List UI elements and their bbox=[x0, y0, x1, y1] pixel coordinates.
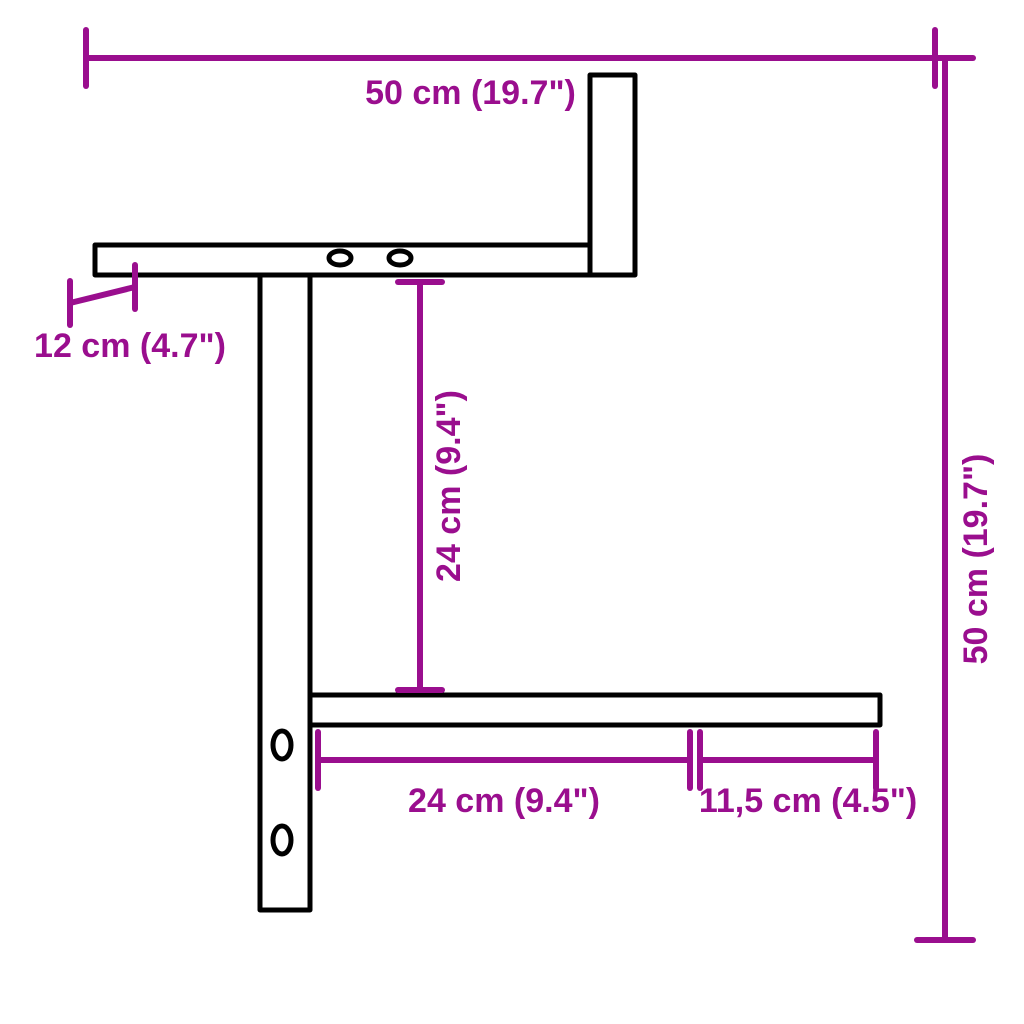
dim-depth-label: 12 cm (4.7") bbox=[34, 327, 226, 365]
mounting-hole-2 bbox=[329, 251, 351, 265]
dim-bottom-right bbox=[700, 732, 876, 788]
dim-inner-height-label: 24 cm (9.4") bbox=[430, 390, 468, 582]
mounting-hole-0 bbox=[273, 731, 291, 759]
dim-right-height-label: 50 cm (19.7") bbox=[957, 454, 995, 665]
dim-bottom-mid bbox=[318, 732, 690, 788]
dim-bottom-right-label: 11,5 cm (4.5") bbox=[699, 782, 917, 820]
mounting-hole-1 bbox=[273, 826, 291, 854]
mounting-hole-3 bbox=[389, 251, 411, 265]
dim-bottom-mid-label: 24 cm (9.4") bbox=[408, 782, 600, 820]
dim-top-width-label: 50 cm (19.7") bbox=[365, 74, 576, 112]
